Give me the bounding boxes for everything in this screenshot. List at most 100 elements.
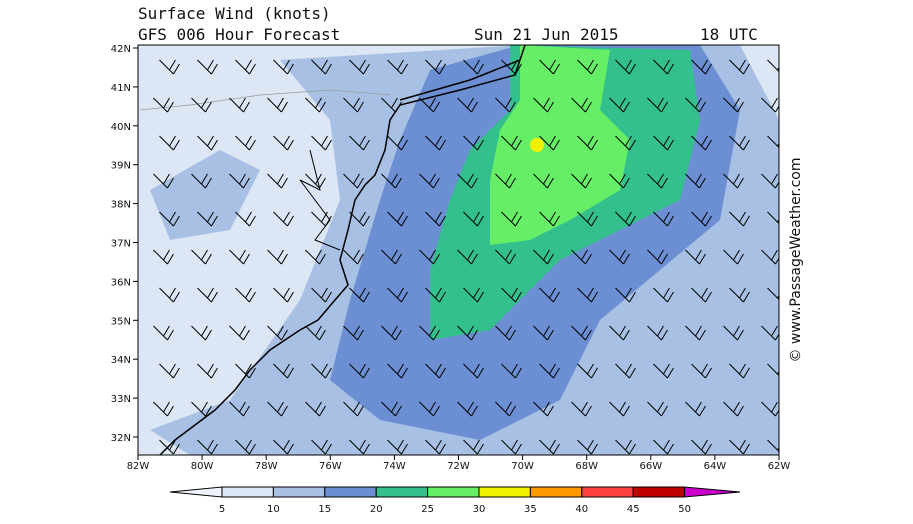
wind-barb	[457, 97, 478, 113]
wind-barb	[495, 249, 516, 265]
wind-barb	[381, 173, 402, 189]
date: Sun 21 Jun 2015	[474, 25, 619, 44]
wind-barb	[767, 287, 779, 301]
wind-barb	[273, 287, 294, 303]
wind-barb	[305, 401, 326, 417]
wind-barb	[153, 249, 174, 265]
wind-barb	[533, 173, 554, 189]
wind-barb	[311, 211, 332, 227]
wind-barb	[647, 401, 668, 417]
colorbar-arrow	[169, 486, 223, 498]
wind-barb	[419, 249, 440, 265]
wind-barb	[349, 135, 370, 151]
wind-barb	[153, 401, 174, 417]
wind-barb	[495, 173, 516, 189]
wind-barb	[267, 249, 288, 265]
wind-barb	[159, 59, 180, 75]
wind-barb	[311, 287, 332, 303]
lat-label: 42N	[111, 44, 131, 55]
wind-barb	[425, 135, 446, 151]
wind-barb	[691, 439, 712, 455]
colorbar-segment	[529, 486, 583, 498]
wind-barb	[305, 325, 326, 341]
wind-barb	[343, 325, 364, 341]
lat-label: 33N	[111, 394, 131, 405]
wind-barb	[723, 249, 744, 265]
wind-barb	[609, 173, 630, 189]
wind-barb	[615, 439, 636, 455]
wind-barb	[197, 59, 218, 75]
lat-label: 32N	[111, 433, 131, 444]
wind-barb	[153, 173, 174, 189]
wind-barb	[501, 287, 522, 303]
wind-barb	[425, 287, 446, 303]
wind-barb	[305, 249, 326, 265]
wind-barb	[577, 211, 598, 227]
wind-barb	[463, 439, 484, 455]
wind-barb	[387, 439, 408, 455]
wind-barb	[761, 249, 779, 265]
wind-barb	[425, 439, 446, 455]
wind-barb	[761, 97, 779, 113]
lon-label: 62W	[768, 461, 791, 472]
wind-barb	[539, 59, 560, 75]
wind-barb	[273, 363, 294, 379]
colorbar: 5 10 15 20 25 30 35 40 45 50	[169, 486, 741, 515]
wind-barb	[419, 401, 440, 417]
wind-barb	[609, 97, 630, 113]
wind-barb	[457, 325, 478, 341]
lon-label: 64W	[704, 461, 727, 472]
wind-barb	[197, 363, 218, 379]
title: Surface Wind (knots)	[138, 4, 331, 23]
coastline	[159, 45, 526, 455]
wind-barb	[425, 211, 446, 227]
wind-barb	[495, 97, 516, 113]
wind-barb	[577, 363, 598, 379]
wind-barb	[539, 211, 560, 227]
wind-barb	[425, 363, 446, 379]
wind-barb	[577, 287, 598, 303]
wind-barb	[267, 325, 288, 341]
wind-barb	[273, 135, 294, 151]
coastline	[399, 59, 521, 101]
colorbar-segment	[375, 486, 429, 498]
wind-barb	[653, 59, 674, 75]
colorbar-label: 15	[318, 504, 331, 515]
wind-barb	[463, 363, 484, 379]
wind-barb	[463, 135, 484, 151]
lon-label: 82W	[127, 461, 150, 472]
wind-barb	[419, 97, 440, 113]
wind-barb	[387, 59, 408, 75]
wind-barb	[267, 173, 288, 189]
lat-label: 34N	[111, 355, 131, 366]
wind-barb	[197, 211, 218, 227]
wind-barb	[723, 97, 744, 113]
wind-barb	[159, 439, 180, 455]
wind-barb	[539, 363, 560, 379]
wind-barb	[615, 287, 636, 303]
colorbar-segment	[324, 486, 377, 498]
wind-barb	[387, 211, 408, 227]
wind-barb	[653, 211, 674, 227]
wind-barb	[533, 97, 554, 113]
wind-barb	[609, 325, 630, 341]
wind-barb	[273, 211, 294, 227]
lon-label: 78W	[255, 461, 278, 472]
wind-barb	[501, 363, 522, 379]
wind-barb	[349, 287, 370, 303]
colorbar-segment	[478, 486, 531, 498]
wind-barb	[229, 401, 250, 417]
wind-barb	[647, 325, 668, 341]
wind-barb	[349, 211, 370, 227]
wind-barb	[419, 173, 440, 189]
wind-barb	[767, 211, 779, 225]
wind-barb	[267, 97, 288, 113]
wind-barb	[501, 439, 522, 455]
wind-barb	[729, 211, 750, 227]
map	[138, 45, 779, 455]
wind-barb	[349, 363, 370, 379]
lat-label: 35N	[111, 316, 131, 327]
wind-barb	[691, 59, 712, 75]
wind-barb	[343, 249, 364, 265]
